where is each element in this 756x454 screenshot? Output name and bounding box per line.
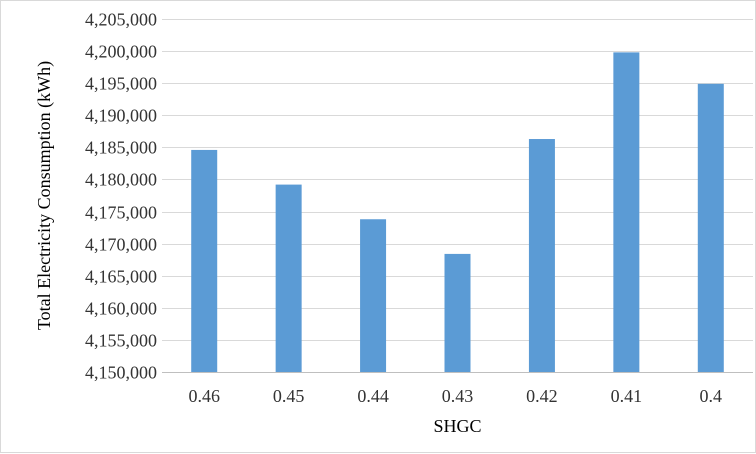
- y-tick-label: 4,195,000: [85, 74, 157, 94]
- y-tick-label: 4,200,000: [85, 42, 157, 62]
- gridlines: [162, 19, 753, 341]
- bar-0.45: [275, 184, 302, 372]
- x-tick-label: 0.44: [357, 386, 389, 406]
- y-tick-label: 4,160,000: [85, 299, 157, 319]
- x-tick-label: 0.46: [188, 386, 220, 406]
- y-tick-label: 4,155,000: [85, 331, 157, 351]
- y-tick-labels: 4,150,000 4,155,000 4,160,000 4,165,000 4,17…: [85, 10, 157, 383]
- bar-0.43: [444, 253, 471, 372]
- bar-0.4: [697, 83, 724, 372]
- bar-0.46: [191, 149, 218, 372]
- y-tick-label: 4,150,000: [85, 363, 157, 383]
- bar-0.44: [360, 219, 387, 372]
- x-axis-title: SHGC: [433, 416, 481, 436]
- y-tick-label: 4,205,000: [85, 10, 157, 30]
- y-tick-label: 4,165,000: [85, 267, 157, 287]
- x-tick-labels: 0.46 0.45 0.44 0.43 0.42 0.41 0.4: [188, 386, 722, 406]
- x-tick-label: 0.42: [526, 386, 558, 406]
- x-tick-label: 0.45: [273, 386, 305, 406]
- x-tick-label: 0.41: [611, 386, 643, 406]
- y-tick-label: 4,170,000: [85, 235, 157, 255]
- y-tick-label: 4,185,000: [85, 138, 157, 158]
- bar-0.41: [613, 52, 640, 373]
- x-tick-label: 0.4: [700, 386, 723, 406]
- x-tick-label: 0.43: [442, 386, 474, 406]
- bars: [191, 52, 724, 373]
- y-axis-title: Total Electricity Consumption (kWh): [34, 61, 55, 330]
- bar-0.42: [528, 139, 555, 372]
- y-tick-label: 4,175,000: [85, 203, 157, 223]
- y-tick-label: 4,190,000: [85, 106, 157, 126]
- y-tick-label: 4,180,000: [85, 170, 157, 190]
